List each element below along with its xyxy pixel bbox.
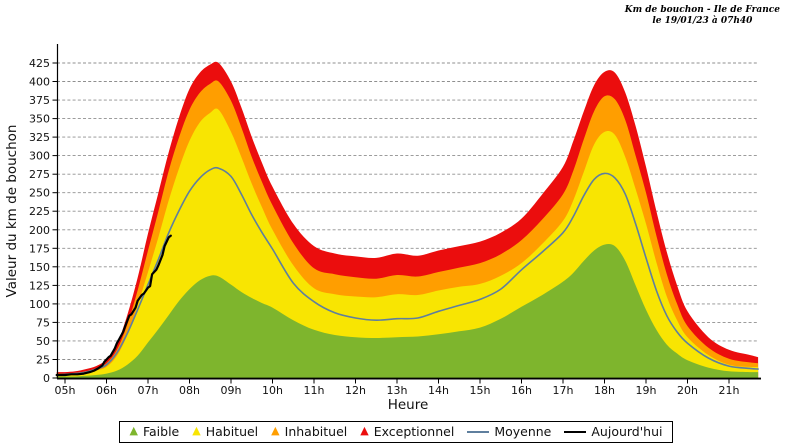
x-tick-label: 07h [138, 384, 159, 397]
line-moyenne [55, 166, 759, 376]
x-tick-label: 11h [304, 384, 325, 397]
x-tick-label: 15h [470, 384, 491, 397]
tick-labels: 0 25 50 75 100 125 150 175 200 225 250 275 300 325 350… [29, 57, 740, 397]
y-tick-label: 250 [29, 187, 50, 200]
x-tick-label: 14h [428, 384, 449, 397]
y-tick-label: 175 [29, 242, 50, 255]
y-tick-label: 375 [29, 94, 50, 107]
chart-title-line2: le 19/01/23 à 07h40 [652, 16, 753, 26]
x-tick-label: 16h [511, 384, 532, 397]
legend-label-aujourdhui: Aujourd'hui [591, 424, 663, 439]
x-tick-label: 18h [594, 384, 615, 397]
x-tick-label: 12h [345, 384, 366, 397]
y-tick-label: 25 [36, 354, 50, 367]
series-lines [55, 166, 759, 377]
x-tick-label: 13h [387, 384, 408, 397]
y-tick-label: 350 [29, 113, 50, 126]
legend-item-exceptionnel: ▲ Exceptionnel [360, 424, 454, 439]
y-tick-label: 50 [36, 335, 50, 348]
chart-title-line1: Km de bouchon - Ile de France [624, 5, 780, 15]
y-tick-label: 100 [29, 298, 50, 311]
x-tick-label: 09h [221, 384, 242, 397]
faible-area-swatch-icon: ▲ [129, 424, 138, 437]
chart-title: Km de bouchon - Ile de France le 19/01/2… [625, 5, 780, 27]
x-tick-label: 19h [636, 384, 657, 397]
legend-item-moyenne: Moyenne [467, 424, 551, 439]
y-tick-label: 200 [29, 224, 50, 237]
x-tick-label: 21h [719, 384, 740, 397]
y-axis-label: Valeur du km de bouchon [4, 125, 20, 298]
x-tick-label: 10h [262, 384, 283, 397]
habituel-area-swatch-icon: ▲ [192, 424, 201, 437]
exceptionnel-area-swatch-icon: ▲ [360, 424, 369, 437]
legend-label-exceptionnel: Exceptionnel [373, 424, 455, 439]
x-tick-label: 05h [55, 384, 76, 397]
y-tick-label: 125 [29, 279, 50, 292]
legend-item-faible: ▲ Faible [129, 424, 179, 439]
x-tick-label: 20h [677, 384, 698, 397]
y-tick-label: 275 [29, 168, 50, 181]
x-axis-label: Heure [388, 397, 429, 413]
moyenne-line-swatch-icon [467, 430, 490, 433]
band-faible [56, 244, 759, 378]
y-tick-label: 150 [29, 261, 50, 274]
legend-label-moyenne: Moyenne [494, 424, 552, 439]
inhabituel-area-swatch-icon: ▲ [271, 424, 280, 437]
axes [56, 44, 761, 380]
x-tick-label: 08h [179, 384, 200, 397]
x-tick-label: 17h [553, 384, 574, 397]
legend-label-faible: Faible [142, 424, 180, 439]
y-tick-label: 425 [29, 57, 50, 70]
y-tick-label: 400 [29, 76, 50, 89]
area-bands [56, 61, 759, 379]
legend-item-aujourdhui: Aujourd'hui [564, 424, 663, 439]
y-tick-label: 325 [29, 131, 50, 144]
legend: ▲ Faible ▲ Habituel ▲ Inhabituel ▲ Exceptionnel… [0, 421, 792, 443]
legend-box: ▲ Faible ▲ Habituel ▲ Inhabituel ▲ Exceptionnel… [119, 421, 673, 443]
aujourdhui-line-swatch-icon [564, 430, 587, 433]
x-tick-label: 06h [96, 384, 117, 397]
legend-item-habituel: ▲ Habituel [192, 424, 258, 439]
legend-label-habituel: Habituel [205, 424, 259, 439]
line-aujourdhui [55, 234, 172, 377]
legend-label-inhabituel: Inhabituel [284, 424, 348, 439]
y-tick-label: 0 [43, 372, 50, 385]
y-tick-label: 75 [36, 316, 50, 329]
y-tick-label: 300 [29, 150, 50, 163]
y-tick-label: 225 [29, 205, 50, 218]
legend-item-inhabituel: ▲ Inhabituel [271, 424, 347, 439]
